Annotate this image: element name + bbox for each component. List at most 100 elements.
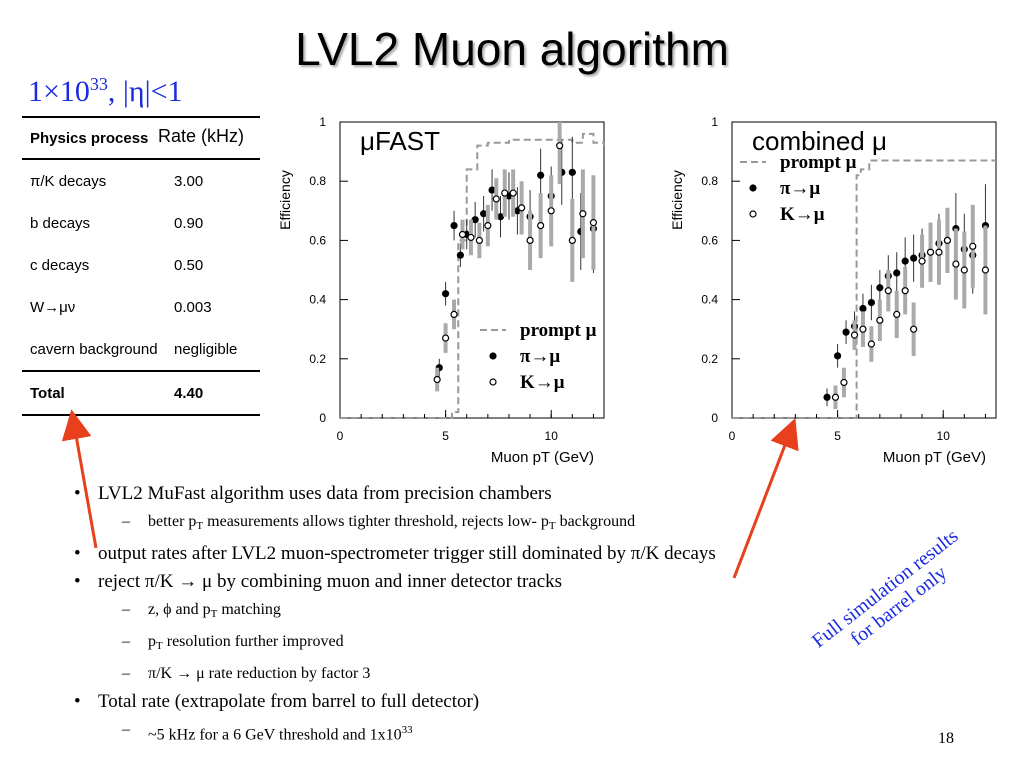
table-row: b decays 0.90	[22, 202, 260, 244]
pion-point	[901, 257, 909, 265]
slide-title: LVL2 Muon algorithm	[295, 23, 729, 75]
legend-entry: K→μ	[520, 372, 565, 393]
y-tick-label: 0.6	[309, 233, 326, 247]
table-header-row: Physics process	[22, 116, 260, 160]
y-tick-label: 1	[711, 115, 718, 129]
y-tick-label: 0	[319, 411, 326, 425]
sub-bullet-text: z, ϕ and p	[148, 601, 211, 618]
plot-title: μFAST	[360, 126, 440, 156]
bullet-item: reject π/K → μ by combining muon and inn…	[70, 568, 970, 596]
kaon-point	[943, 236, 952, 244]
rate-cell: negligible	[174, 340, 238, 358]
kaon-point	[935, 248, 943, 256]
process-cell: W→μν	[30, 298, 76, 316]
table-row: π/K decays 3.00	[22, 159, 260, 202]
bullet-item: Total rate (extrapolate from barrel to f…	[70, 688, 970, 716]
legend-marker-sample	[489, 352, 497, 360]
kaon-point	[442, 334, 450, 342]
subscript-text: T	[210, 608, 218, 620]
sub-bullet-text: ~5 kHz for a 6 GeV threshold and 1x10	[148, 726, 402, 744]
sub-bullet-text: background	[555, 513, 636, 530]
kaon-point	[901, 287, 909, 295]
sub-bullet-item: pT resolution further improved	[70, 628, 970, 660]
x-axis-label: Muon pT (GeV)	[883, 449, 986, 466]
sub-bullet-text: measurements allows tighter threshold, r…	[203, 513, 549, 530]
subscript-text: 33	[401, 724, 413, 736]
kaon-point	[859, 325, 867, 333]
plot-frame	[339, 121, 605, 419]
pion-point	[471, 216, 479, 224]
sub-bullet-item: z, ϕ and pT matching	[70, 596, 970, 628]
kaon-point	[579, 210, 587, 218]
kaon-point	[969, 242, 977, 250]
kaon-point	[918, 257, 926, 265]
legend-entry: prompt μ	[520, 320, 597, 341]
kaon-point	[475, 236, 483, 244]
sub-bullet-text: p	[148, 633, 156, 650]
total-label: Total	[22, 370, 166, 416]
kaon-point	[509, 189, 517, 197]
y-tick-label: 0.8	[309, 174, 326, 188]
y-tick-label: 0	[711, 411, 718, 425]
luminosity-eta: , |η|<1	[107, 75, 183, 108]
pion-point	[876, 284, 884, 292]
kaon-point	[450, 310, 458, 318]
kaon-point	[484, 221, 492, 230]
subscript-text: T	[156, 640, 163, 652]
kaon-point	[876, 316, 884, 324]
pion-point	[910, 254, 918, 262]
kaon-point	[568, 236, 576, 244]
kaon-point	[589, 219, 598, 227]
pion-point	[456, 251, 464, 259]
pion-point	[867, 298, 875, 307]
table-row: cavern background negligible	[22, 328, 260, 371]
pion-point	[568, 168, 576, 176]
y-tick-label: 0.4	[701, 293, 718, 307]
kaon-point	[960, 266, 968, 274]
pion-point	[834, 352, 842, 360]
plot-frame	[731, 121, 997, 419]
table-row: c decays 0.50	[22, 244, 260, 286]
column-header-rate-placeholder	[166, 116, 260, 160]
x-tick-label: 5	[442, 429, 449, 443]
sub-bullet-item: π/K → μ rate reduction by factor 3	[70, 660, 970, 688]
column-header-rate: Rate (kHz)	[158, 126, 245, 146]
luminosity-base: 1×10	[28, 75, 90, 108]
kaon-point	[884, 287, 892, 295]
luminosity-label: 1×1033, |η|<1	[28, 74, 183, 109]
kaon-point	[926, 248, 935, 256]
legend-marker-sample	[749, 184, 757, 192]
rate-cell: 3.00	[174, 172, 204, 190]
kaon-point	[831, 393, 840, 401]
table-row: W→μν 0.003	[22, 286, 260, 328]
subscript-text: T	[196, 520, 204, 532]
kaon-point	[867, 340, 875, 348]
kaon-point	[467, 233, 475, 242]
pion-point	[823, 393, 831, 401]
rate-cell: 0.003	[174, 298, 212, 316]
column-header-process: Physics process	[22, 116, 166, 160]
pion-point	[450, 221, 458, 230]
pion-point	[842, 328, 850, 336]
kaon-point	[893, 310, 901, 318]
sub-bullet-text: better p	[148, 513, 197, 530]
y-tick-label: 0.2	[309, 352, 326, 366]
total-rate: 4.40	[166, 370, 260, 416]
kaon-point	[433, 375, 441, 384]
kaon-point	[537, 221, 545, 230]
kaon-point	[458, 230, 467, 239]
kaon-point	[910, 325, 918, 333]
rate-cell: 0.90	[174, 214, 204, 232]
x-axis-label: Muon pT (GeV)	[491, 449, 594, 466]
process-cell: b decays	[30, 214, 91, 232]
pion-point	[893, 269, 901, 277]
kaon-point	[981, 266, 990, 274]
pion-point	[537, 171, 545, 179]
process-cell: cavern background	[30, 340, 158, 358]
legend-entry: π→μ	[520, 346, 560, 367]
legend-entry: π→μ	[780, 178, 820, 199]
bullet-list: LVL2 MuFast algorithm uses data from pre…	[70, 480, 970, 749]
kaon-point	[501, 189, 509, 197]
subscript-text: T	[548, 520, 556, 532]
